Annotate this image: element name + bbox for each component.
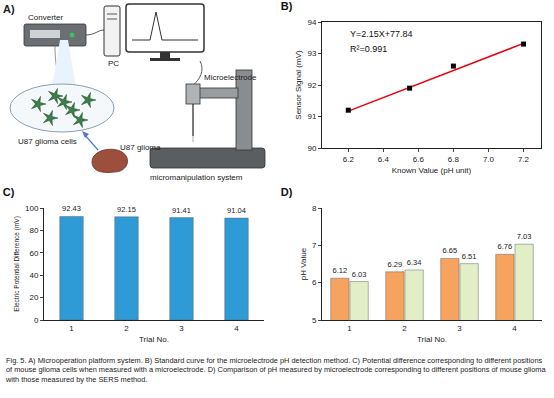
svg-text:Trial No.: Trial No. [417, 335, 447, 344]
svg-text:100: 100 [25, 204, 39, 213]
svg-text:Y=2.15X+77.84: Y=2.15X+77.84 [350, 29, 413, 39]
svg-text:Microelectrode: Microelectrode [204, 73, 257, 82]
svg-text:6.65: 6.65 [443, 246, 458, 255]
svg-text:93: 93 [307, 49, 316, 58]
svg-text:6.2: 6.2 [343, 155, 355, 164]
svg-text:6.34: 6.34 [407, 258, 422, 267]
svg-text:6.76: 6.76 [498, 242, 513, 251]
svg-text:A): A) [3, 3, 15, 15]
svg-text:1: 1 [69, 324, 74, 333]
svg-text:4: 4 [512, 324, 517, 333]
svg-text:7.0: 7.0 [483, 155, 495, 164]
svg-text:92.43: 92.43 [62, 204, 81, 213]
svg-text:8: 8 [312, 204, 317, 213]
svg-text:D): D) [281, 186, 293, 198]
svg-text:6.12: 6.12 [333, 266, 348, 275]
svg-text:7: 7 [312, 241, 317, 250]
svg-text:20: 20 [29, 293, 38, 302]
svg-text:U87 glioma cells: U87 glioma cells [18, 137, 77, 146]
svg-text:B): B) [281, 0, 293, 12]
svg-text:60: 60 [29, 249, 38, 258]
svg-text:pH Value: pH Value [299, 247, 308, 280]
svg-text:PC: PC [108, 59, 119, 68]
svg-text:1: 1 [347, 324, 352, 333]
svg-text:6.03: 6.03 [352, 270, 367, 279]
svg-text:Electric Potential Difference: Electric Potential Difference (mV) [13, 216, 21, 312]
svg-text:7.03: 7.03 [517, 232, 532, 241]
svg-text:91: 91 [307, 112, 316, 121]
svg-text:90: 90 [307, 144, 316, 153]
svg-text:92: 92 [307, 81, 316, 90]
svg-text:4: 4 [234, 324, 239, 333]
svg-text:Known Value (pH unit): Known Value (pH unit) [392, 166, 472, 175]
svg-text:6.6: 6.6 [413, 155, 425, 164]
svg-text:micromanipulation system: micromanipulation system [150, 173, 243, 182]
svg-text:Trial No.: Trial No. [139, 335, 169, 344]
svg-text:U87 glioma: U87 glioma [120, 143, 161, 152]
html-text:Fig. 5. A) Microoperation plat: Fig. 5. A) Microoperation platform syste… [6, 356, 546, 384]
svg-text:80: 80 [29, 226, 38, 235]
svg-text:Sensor Signal (mV): Sensor Signal (mV) [294, 50, 303, 120]
svg-text:2: 2 [124, 324, 129, 333]
svg-text:6: 6 [312, 278, 317, 287]
svg-text:91.04: 91.04 [227, 206, 246, 215]
svg-text:R²=0.991: R²=0.991 [350, 44, 387, 54]
svg-text:40: 40 [29, 271, 38, 280]
svg-text:6.51: 6.51 [462, 252, 477, 261]
svg-text:91.41: 91.41 [172, 206, 191, 215]
svg-text:6.8: 6.8 [448, 155, 460, 164]
svg-text:2: 2 [402, 324, 407, 333]
svg-text:6.4: 6.4 [378, 155, 390, 164]
svg-text:3: 3 [179, 324, 184, 333]
svg-text:94: 94 [307, 18, 316, 27]
svg-text:7.2: 7.2 [518, 155, 530, 164]
svg-text:C): C) [3, 186, 15, 198]
svg-text:3: 3 [457, 324, 462, 333]
svg-text:Converter: Converter [28, 13, 63, 22]
svg-text:92.15: 92.15 [117, 205, 136, 214]
svg-text:5: 5 [312, 316, 317, 325]
svg-text:6.29: 6.29 [388, 260, 403, 269]
svg-text:0: 0 [34, 316, 39, 325]
